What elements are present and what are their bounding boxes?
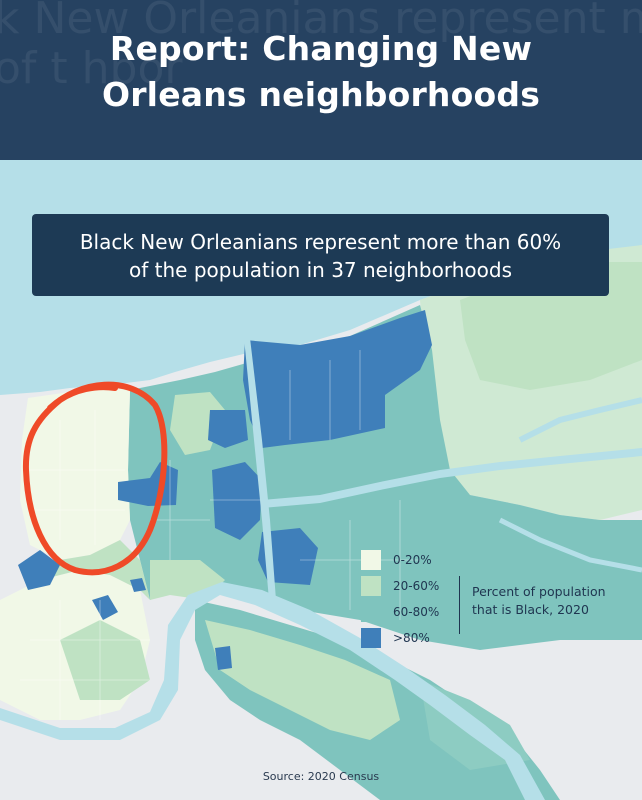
legend-label: 60-80% (393, 605, 440, 619)
source-note: Source: 2020 Census (262, 770, 380, 783)
legend-swatch (361, 628, 381, 648)
hollygrove-80 (18, 550, 60, 590)
legend-item-60-80: 60-80% (361, 602, 439, 622)
new-orleans-east-80 (243, 310, 432, 448)
legend-title: Percent of population that is Black, 202… (472, 584, 606, 617)
uptown-20-60 (60, 620, 150, 700)
algiers-80 (215, 646, 232, 670)
callout-line-1: Black New Orleanians represent more than… (79, 230, 562, 254)
neighborhood-boundaries (20, 350, 420, 720)
lakeview-0-20 (20, 388, 130, 560)
intracoastal-waterway (262, 448, 642, 508)
pontchartrain-park-80 (208, 410, 248, 448)
ghost-background-text: k New Orleanians represent more of t hbo… (0, 0, 642, 94)
map-legend: 0-20% 20-60% 60-80% >80% Percent of popu… (361, 550, 631, 660)
legend-item-20-60: 20-60% (361, 576, 439, 596)
page-title: Report: Changing New Orleans neighborhoo… (0, 26, 642, 118)
marsh-channel (498, 517, 642, 573)
highlight-circle (22, 381, 168, 576)
central-city-80 (92, 595, 118, 620)
headline-callout: Black New Orleanians represent more than… (32, 214, 609, 296)
gentilly-80 (212, 462, 262, 540)
treme-80 (130, 578, 146, 592)
callout-line-2: of the population in 37 neighborhoods (129, 258, 512, 282)
legend-label: 0-20% (393, 553, 432, 567)
legend-swatch (361, 576, 381, 596)
legend-label: >80% (393, 631, 430, 645)
marsh-channel (518, 397, 642, 443)
header-banner: k New Orleanians represent more of t hbo… (0, 0, 642, 160)
legend-swatch (361, 602, 381, 622)
legend-label: 20-60% (393, 579, 440, 593)
west-bank-20-60 (205, 620, 400, 740)
title-line-2: Orleans neighborhoods (101, 75, 541, 114)
legend-divider (459, 576, 460, 634)
title-line-1: Report: Changing New (109, 29, 533, 68)
industrial-canal (244, 338, 276, 600)
legend-item-over-80: >80% (361, 628, 430, 648)
legend-item-0-20: 0-20% (361, 550, 432, 570)
mississippi-river (0, 582, 545, 800)
legend-swatch (361, 550, 381, 570)
